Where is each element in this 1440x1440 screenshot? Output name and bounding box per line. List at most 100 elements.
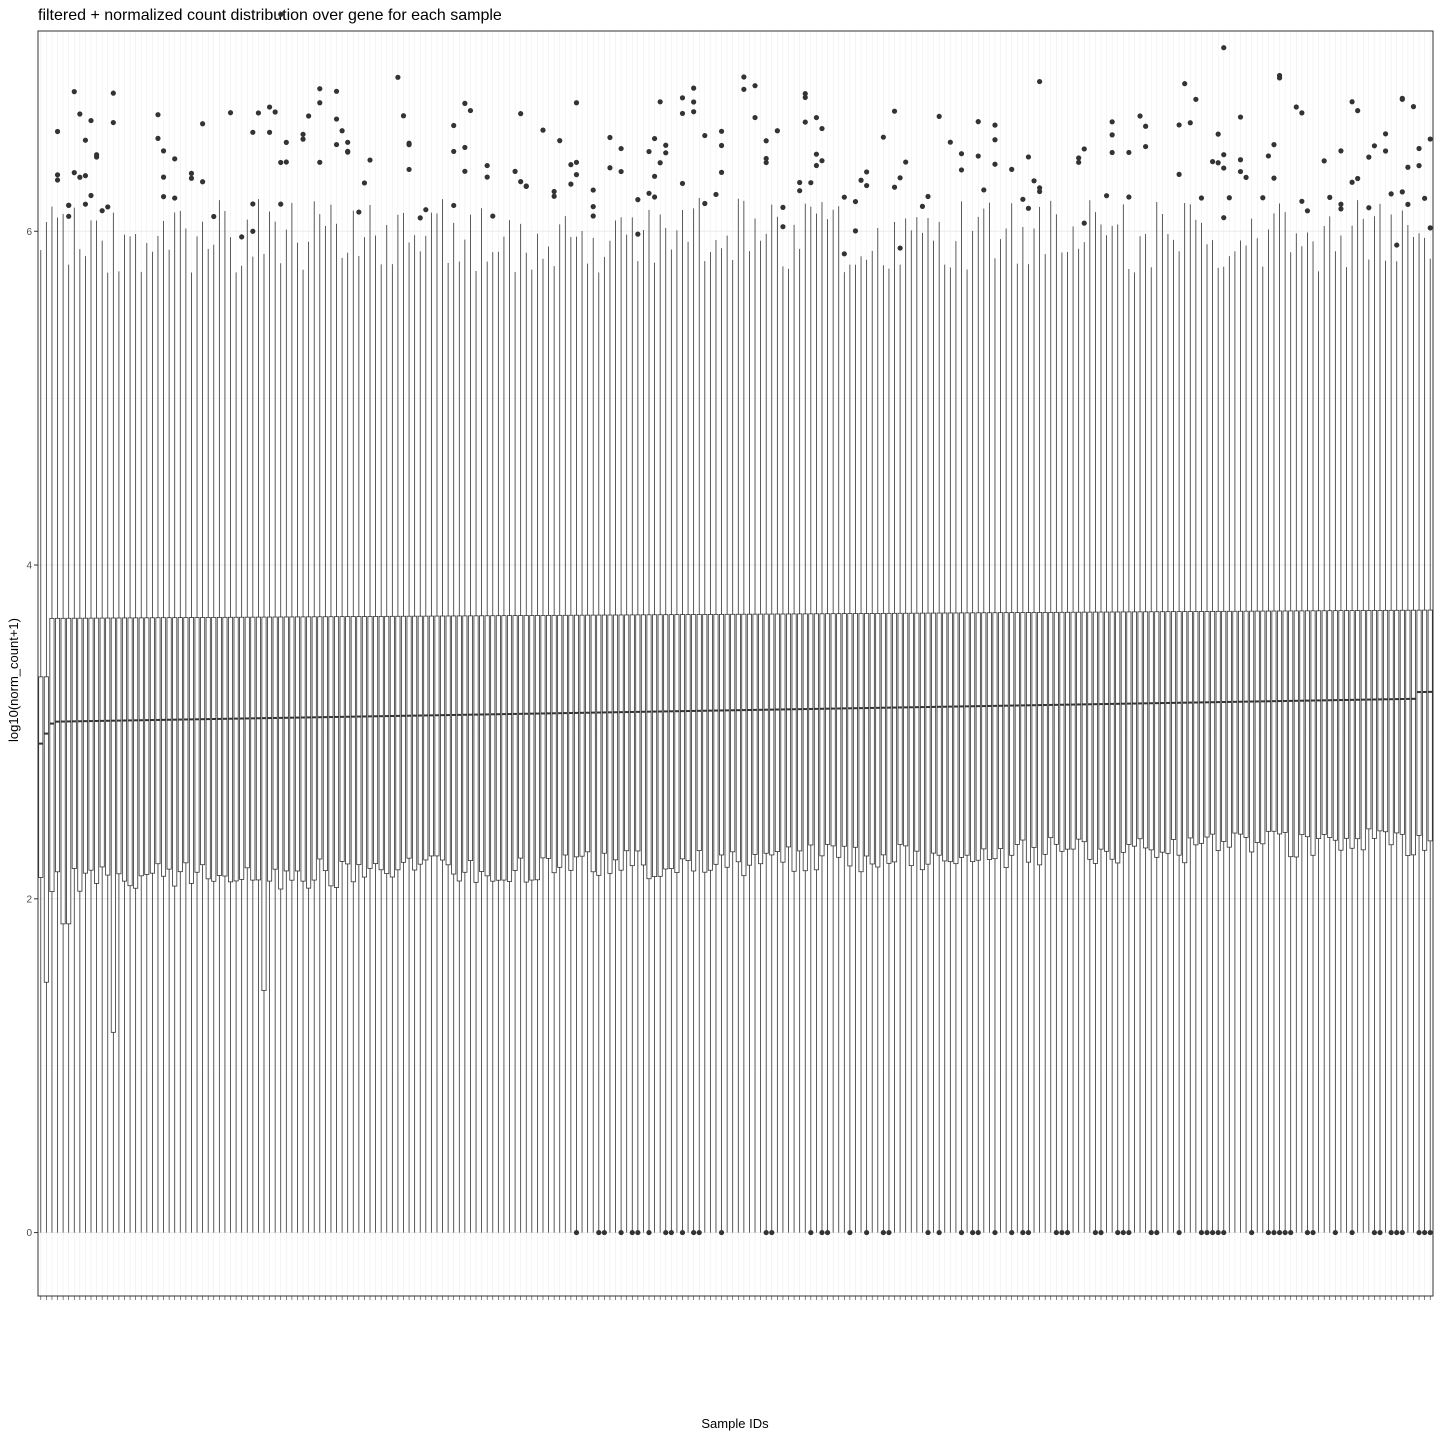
outlier-point [1198,1229,1205,1236]
iqr-box [947,612,953,863]
iqr-box [858,613,864,873]
sample-box [858,256,864,1233]
sample-box [702,261,708,1233]
outlier-point [808,180,814,186]
sample-box [903,218,909,1233]
outlier-point [110,119,116,126]
sample-box [1137,236,1143,1233]
sample-box [585,263,591,1233]
sample-box [395,214,401,1233]
iqr-box [345,616,351,865]
iqr-box [99,617,105,868]
iqr-box [629,614,635,867]
sample-box [339,257,345,1233]
outlier-point [925,1229,931,1236]
iqr-box [1371,610,1377,839]
sample-box [624,234,630,1233]
outlier-point [1182,81,1188,87]
iqr-box [825,613,831,845]
outlier-point [1221,152,1227,158]
sample-box [1394,261,1400,1233]
outlier-point [82,137,89,143]
outlier-point [1193,96,1199,102]
iqr-box [367,616,373,869]
sample-box [808,206,814,1233]
iqr-box [1171,611,1177,840]
sample-box [1355,200,1361,1233]
iqr-box [1249,610,1255,853]
iqr-box [534,615,540,881]
iqr-box [1299,610,1305,836]
outlier-point [406,166,412,173]
outlier-point [679,180,686,187]
outlier-point [551,193,557,199]
iqr-box [903,612,909,847]
outlier-point [1327,194,1333,200]
iqr-box [1349,610,1355,849]
y-tick-label: 2 [26,894,32,905]
iqr-box [1293,610,1299,858]
iqr-box [1020,612,1026,841]
iqr-box [819,613,825,857]
sample-box [289,202,295,1233]
iqr-box [194,617,200,873]
sample-box [769,204,775,1233]
sample-box [456,261,462,1233]
sample-box [534,233,540,1233]
sample-box [746,251,752,1233]
outlier-point [1271,142,1277,148]
sample-box [864,259,870,1233]
outlier-point [841,251,847,257]
iqr-box [1416,609,1422,836]
outlier-point [780,204,786,210]
iqr-box [1226,610,1232,848]
sample-box [1204,244,1210,1233]
sample-box [445,262,451,1233]
iqr-box [71,617,77,869]
sample-box [1037,206,1043,1233]
sample-box [1371,216,1377,1233]
sample-box [1064,251,1071,1233]
sample-box [568,237,574,1233]
sample-box [110,212,116,1233]
outlier-point [769,1229,775,1236]
outlier-point [1037,78,1043,85]
outlier-point [1427,1229,1433,1236]
outlier-point [255,110,262,116]
outlier-point [250,129,256,135]
outlier-point [752,83,758,89]
iqr-box [546,614,552,859]
iqr-box [506,615,513,882]
outlier-point [54,177,61,183]
iqr-box [557,614,563,868]
sample-box [356,256,362,1233]
iqr-box [211,617,217,882]
sample-box [1059,252,1065,1233]
outlier-point [718,1229,725,1236]
outlier-point [188,170,195,176]
sample-box [267,211,273,1233]
outlier-point [657,99,663,105]
outlier-point [1276,1229,1283,1236]
outlier-point [1176,1229,1182,1236]
sample-box [875,227,881,1233]
iqr-box [110,617,116,1033]
iqr-box [490,615,496,882]
outlier-point [897,175,903,181]
outlier-point [975,153,981,159]
sample-box [144,243,150,1233]
iqr-box [255,616,261,881]
sample-box [294,242,300,1233]
iqr-box [434,615,440,857]
iqr-box [317,616,323,860]
outlier-point [808,1229,814,1236]
iqr-box [869,613,875,865]
outlier-point [160,194,167,200]
sample-box [679,209,686,1233]
iqr-box [1120,611,1126,853]
outlier-point [66,213,72,219]
iqr-box [451,615,457,875]
outlier-point [718,169,725,175]
outlier-point [523,183,529,189]
iqr-box [1288,610,1294,858]
